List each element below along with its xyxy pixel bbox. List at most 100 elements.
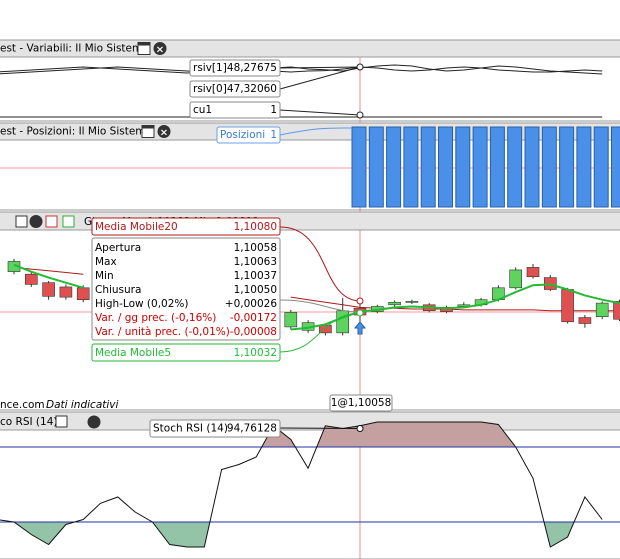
tooltip-label: Apertura [95,242,141,254]
tooltip-label: High-Low (0,02%) [95,298,189,310]
value-label-value: 47,32060 [227,83,277,95]
label-connector [279,226,361,302]
position-bar [576,126,592,208]
candle-body [595,302,609,318]
value-label [189,101,281,119]
candle-body [526,267,540,278]
position-bar [472,126,488,208]
stoch-label-name: Stoch RSI (14) [153,423,228,435]
panel-title: est - Posizioni: Il Mio Sistema [0,126,152,138]
candle-body [284,312,298,328]
oversold-area [0,522,603,547]
tooltip [91,237,281,341]
position-bar [611,126,620,208]
candle-body [578,317,592,324]
tooltip-value: 1,10037 [234,270,277,282]
ma5-line [290,283,620,331]
candle-body [59,286,73,298]
tooltip-value: 1,10058 [234,242,277,254]
position-bar [507,126,523,208]
position-bar [593,126,609,208]
position-bar [403,126,419,208]
cursor-point [356,309,364,317]
order-label [329,394,393,412]
overbought-area [0,422,603,447]
candle-body [42,282,55,297]
label-connector [279,312,361,353]
tooltip-label: Chiusura [95,284,141,296]
tooltip-label: Var. / gg prec. (-0,16%) [95,312,216,324]
candle-body [388,301,401,306]
label-connector [279,66,361,69]
window-button-bar [138,42,150,46]
down-button[interactable] [45,215,58,228]
value-label-value: 48,27675 [227,62,277,74]
order-label-text: 1@1,10058 [331,397,392,409]
value-label-name: rsiv[0] [193,83,227,95]
order-arrow [353,321,367,335]
candle-body [561,289,574,323]
candle-body [405,301,419,303]
ma20-label-name: Media Mobile20 [95,221,178,233]
footer-note: Dati indicativi [46,399,119,411]
candle-body [613,301,620,320]
ma20-label-value: 1,10080 [234,221,277,233]
tooltip-value: -0,00008 [230,326,277,338]
position-bar [489,126,505,208]
ma5-label [91,343,281,362]
variable-line [0,64,603,75]
tooltip-value: 1,10063 [234,256,277,268]
position-label-value: 1 [270,129,277,141]
label-connector [279,109,361,116]
tool-icon[interactable] [15,215,28,228]
close-x: × [160,128,168,139]
close-button[interactable] [29,215,43,228]
position-bar [524,126,540,208]
close-button[interactable] [153,42,167,55]
label-connector [279,427,361,430]
footer-source: nce.com [0,399,45,411]
value-label [189,59,281,77]
tooltip-value: -0,00172 [230,312,277,324]
tooltip-label: Max [95,256,117,268]
stoch-line [0,421,603,548]
cursor-point [356,425,364,433]
label-connector [279,127,353,136]
tooltip-label: Min [95,270,114,282]
label-connector [279,66,361,90]
position-bar [368,126,384,208]
value-label-name: cu1 [193,104,212,116]
panel [0,411,620,559]
position-label [216,126,281,144]
candle-body [24,273,38,285]
ma5-line [13,263,84,289]
tool-icon[interactable] [55,415,68,428]
variable-line [0,66,603,74]
tooltip-value: +0,00026 [225,298,278,310]
up-button[interactable] [62,215,75,228]
panel-header [0,39,620,58]
close-button[interactable] [87,415,101,429]
candle-body [76,287,90,300]
position-bar [386,126,402,208]
panel-title: co RSI (14) [0,416,57,428]
close-button[interactable] [157,125,171,138]
position-bar [559,126,575,208]
position-bar [420,126,436,208]
window-button-bar [142,125,154,129]
stoch-label-value: 94,76128 [227,423,277,435]
cursor-point [356,63,364,71]
candle-body [509,269,523,289]
position-label-name: Posizioni [220,129,265,141]
candle-body [336,310,350,334]
ma5-label-name: Media Mobile5 [95,347,171,359]
cursor-point [356,111,364,119]
position-bar [438,126,453,208]
label-connector [279,299,361,313]
value-label-value: 1 [270,104,277,116]
tooltip-label: Var. / unità prec. (-0,01%) [95,326,230,338]
value-label-name: rsiv[1] [193,62,227,74]
tooltip-value: 1,10050 [234,284,277,296]
position-bar [351,126,367,208]
stoch-label [149,419,281,438]
